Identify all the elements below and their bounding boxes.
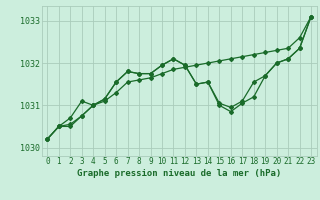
X-axis label: Graphe pression niveau de la mer (hPa): Graphe pression niveau de la mer (hPa) (77, 169, 281, 178)
